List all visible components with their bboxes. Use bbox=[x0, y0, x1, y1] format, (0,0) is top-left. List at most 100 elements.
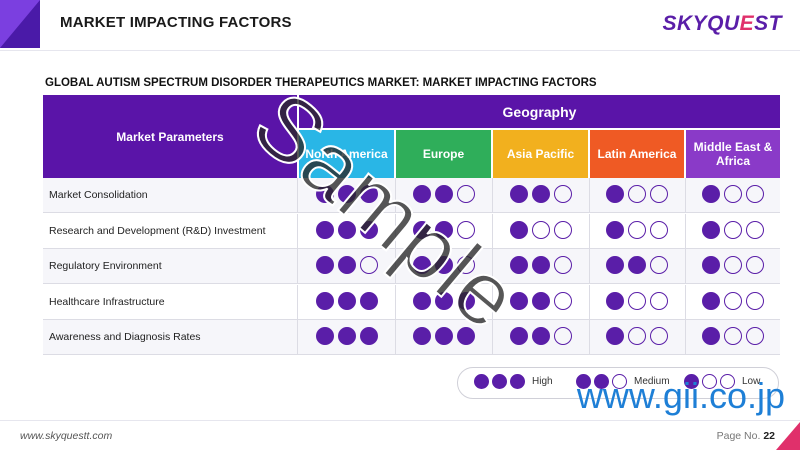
parameter-label: Awareness and Diagnosis Rates bbox=[49, 331, 201, 343]
column-divider bbox=[685, 284, 686, 319]
rating-dots bbox=[396, 327, 492, 347]
page-number: Page No. 22 bbox=[716, 430, 775, 442]
rating-dots bbox=[396, 256, 492, 276]
filled-circle-icon bbox=[576, 374, 591, 389]
rating-dots bbox=[589, 220, 685, 241]
region-header-2: Asia Pacific bbox=[493, 130, 588, 178]
filled-circle-icon bbox=[702, 256, 720, 274]
filled-circle-icon bbox=[337, 256, 356, 274]
filled-circle-icon bbox=[434, 185, 453, 203]
filled-circle-icon bbox=[702, 291, 720, 310]
rating-dots bbox=[685, 291, 781, 312]
rating-dots bbox=[589, 291, 685, 312]
filled-circle-icon bbox=[702, 327, 720, 345]
empty-circle-icon bbox=[724, 256, 742, 274]
empty-circle-icon bbox=[724, 220, 742, 239]
empty-circle-icon bbox=[628, 220, 646, 239]
column-divider bbox=[395, 320, 396, 354]
rating-dots bbox=[299, 220, 395, 241]
filled-circle-icon bbox=[456, 291, 475, 310]
column-divider bbox=[685, 249, 686, 283]
filled-circle-icon bbox=[606, 327, 624, 345]
legend-item: Medium bbox=[576, 374, 670, 389]
filled-circle-icon bbox=[315, 327, 334, 345]
filled-circle-icon bbox=[492, 374, 507, 389]
legend-label: Medium bbox=[634, 376, 670, 387]
filled-circle-icon bbox=[315, 220, 334, 239]
region-header-4: Middle East & Africa bbox=[686, 130, 780, 178]
footer-divider bbox=[0, 420, 800, 421]
footer-url: www.skyquestt.com bbox=[20, 430, 113, 442]
filled-circle-icon bbox=[434, 220, 453, 239]
empty-circle-icon bbox=[724, 185, 742, 203]
column-divider bbox=[492, 320, 493, 354]
rating-dots bbox=[685, 185, 781, 205]
column-divider bbox=[492, 213, 493, 248]
filled-circle-icon bbox=[606, 256, 624, 274]
column-divider bbox=[685, 178, 686, 212]
table-row: Regulatory Environment bbox=[43, 249, 780, 284]
filled-circle-icon bbox=[359, 291, 378, 310]
rating-dots bbox=[299, 185, 395, 205]
filled-circle-icon bbox=[509, 291, 528, 310]
filled-circle-icon bbox=[412, 220, 431, 239]
filled-circle-icon bbox=[337, 220, 356, 239]
table-row: Awareness and Diagnosis Rates bbox=[43, 320, 780, 355]
rating-dots bbox=[493, 327, 589, 347]
empty-circle-icon bbox=[628, 291, 646, 310]
corner-decoration-bottom bbox=[776, 422, 800, 450]
legend: High Medium Low bbox=[457, 367, 779, 399]
rating-dots bbox=[396, 220, 492, 241]
empty-circle-icon bbox=[531, 220, 550, 239]
parameter-label: Research and Development (R&D) Investmen… bbox=[49, 224, 266, 237]
rating-dots bbox=[493, 291, 589, 312]
column-divider bbox=[297, 249, 298, 283]
empty-circle-icon bbox=[359, 256, 378, 274]
filled-circle-icon bbox=[531, 291, 550, 310]
table-row: Healthcare Infrastructure bbox=[43, 284, 781, 320]
filled-circle-icon bbox=[531, 185, 550, 203]
filled-circle-icon bbox=[412, 327, 431, 345]
filled-circle-icon bbox=[412, 185, 431, 203]
filled-circle-icon bbox=[359, 220, 378, 239]
empty-circle-icon bbox=[628, 327, 646, 345]
column-divider bbox=[297, 320, 298, 354]
filled-circle-icon bbox=[531, 256, 550, 274]
empty-circle-icon bbox=[553, 291, 572, 310]
skyquest-logo: SKYQUEST bbox=[662, 12, 782, 35]
rating-dots bbox=[589, 185, 685, 205]
column-divider bbox=[685, 213, 686, 248]
rating-dots bbox=[396, 185, 492, 205]
filled-circle-icon bbox=[434, 291, 453, 310]
page-title: MARKET IMPACTING FACTORS bbox=[60, 14, 292, 31]
filled-circle-icon bbox=[315, 256, 334, 274]
empty-circle-icon bbox=[746, 256, 764, 274]
empty-circle-icon bbox=[650, 291, 668, 310]
region-header-3: Latin America bbox=[590, 130, 684, 178]
filled-circle-icon bbox=[359, 327, 378, 345]
empty-circle-icon bbox=[456, 256, 475, 274]
filled-circle-icon bbox=[337, 185, 356, 203]
empty-circle-icon bbox=[553, 220, 572, 239]
empty-circle-icon bbox=[746, 291, 764, 310]
header-divider bbox=[0, 50, 800, 51]
rating-dots bbox=[493, 220, 589, 241]
column-divider bbox=[589, 178, 590, 212]
filled-circle-icon bbox=[412, 291, 431, 310]
filled-circle-icon bbox=[510, 374, 525, 389]
filled-circle-icon bbox=[412, 256, 431, 274]
empty-circle-icon bbox=[724, 291, 742, 310]
rating-dots bbox=[299, 291, 395, 312]
rating-dots bbox=[685, 327, 781, 347]
parameter-label: Regulatory Environment bbox=[49, 260, 162, 272]
rating-dots bbox=[685, 220, 781, 241]
column-divider bbox=[297, 213, 298, 248]
filled-circle-icon bbox=[606, 185, 624, 203]
corner-decoration bbox=[0, 0, 40, 48]
filled-circle-icon bbox=[315, 185, 334, 203]
empty-circle-icon bbox=[456, 185, 475, 203]
filled-circle-icon bbox=[315, 291, 334, 310]
empty-circle-icon bbox=[650, 220, 668, 239]
rating-dots bbox=[299, 256, 395, 276]
empty-circle-icon bbox=[746, 185, 764, 203]
